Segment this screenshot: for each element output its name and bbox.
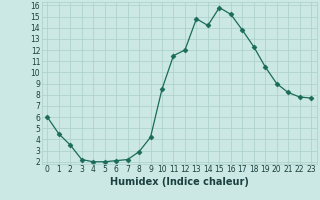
X-axis label: Humidex (Indice chaleur): Humidex (Indice chaleur): [110, 177, 249, 187]
